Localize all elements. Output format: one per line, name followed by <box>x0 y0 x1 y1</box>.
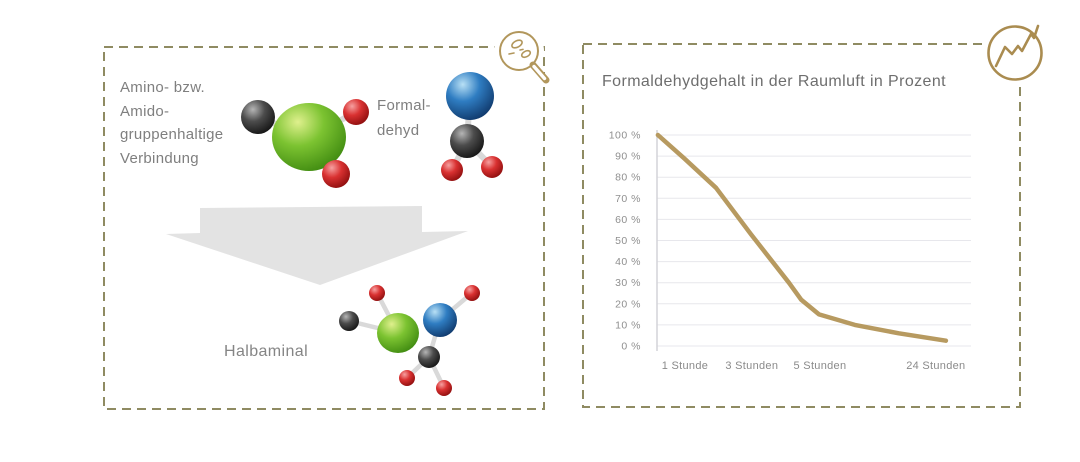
atom-red <box>436 380 452 396</box>
y-tick-label: 50 % <box>615 235 641 247</box>
atom-green <box>377 313 419 353</box>
x-tick-label: 1 Stunde <box>662 360 708 372</box>
atom-red <box>343 99 369 125</box>
atom-dark <box>450 124 484 158</box>
y-tick-label: 0 % <box>621 341 641 353</box>
atom-red <box>399 370 415 386</box>
atom-red <box>369 285 385 301</box>
magnifier-molecules-icon <box>494 26 550 84</box>
product-label: Halbaminal <box>224 343 309 360</box>
line-chart: 0 % 10 % 20 % 30 % 40 % 50 % 60 % 70 % 80 % 90 % 1… <box>609 130 971 372</box>
atom-dark <box>339 311 359 331</box>
trend-line-icon <box>984 22 1046 84</box>
x-tick-label: 24 Stunden <box>906 360 965 372</box>
reaction-arrow-down-icon <box>166 206 468 285</box>
atom-red <box>322 160 350 188</box>
molecule-formaldehyde <box>441 72 503 181</box>
y-tick-label: 80 % <box>615 172 641 184</box>
data-line <box>655 132 949 343</box>
y-tick-label: 70 % <box>615 193 641 205</box>
molecule-amino-compound <box>241 99 369 188</box>
chart-title: Formaldehydgehalt in der Raumluft in Pro… <box>602 73 946 90</box>
y-tick-label: 90 % <box>615 151 641 163</box>
y-tick-label: 30 % <box>615 277 641 289</box>
formaldehyde-line: dehyd <box>377 122 420 139</box>
y-tick-label: 10 % <box>615 319 641 331</box>
atom-green <box>272 103 346 171</box>
reactant-line: Amido- <box>120 102 170 120</box>
x-tick-label: 3 Stunden <box>725 360 778 372</box>
reactant-line: Amino- bzw. <box>120 79 205 96</box>
y-tick-label: 40 % <box>615 256 641 268</box>
dashed-border <box>103 46 545 410</box>
y-tick-label: 20 % <box>615 298 641 310</box>
atom-dark <box>418 346 440 368</box>
atom-red <box>464 285 480 301</box>
molecule-halbaminal <box>339 285 480 396</box>
reactant-line: gruppenhaltige <box>120 126 224 143</box>
dashed-border <box>582 43 1021 408</box>
atom-red <box>481 156 503 178</box>
reactant-label: Amino- bzw. Amido- gruppenhaltige Verbin… <box>120 76 223 170</box>
chart-panel: Formaldehydgehalt in der Raumluft in Pro… <box>582 43 1021 408</box>
reaction-panel: Amino- bzw. Amido- gruppenhaltige Verbin… <box>103 46 545 410</box>
formaldehyde-line: Formal- <box>377 97 431 114</box>
x-tick-label: 5 Stunden <box>794 360 847 372</box>
formaldehyde-label: Formal- dehyd <box>377 93 431 143</box>
atom-blue <box>446 72 494 120</box>
y-tick-label: 100 % <box>609 130 641 142</box>
atom-blue <box>423 303 457 337</box>
y-tick-label: 60 % <box>615 214 641 226</box>
atom-red <box>441 159 463 181</box>
reactant-line: Verbindung <box>120 149 199 167</box>
atom-dark <box>241 100 275 134</box>
